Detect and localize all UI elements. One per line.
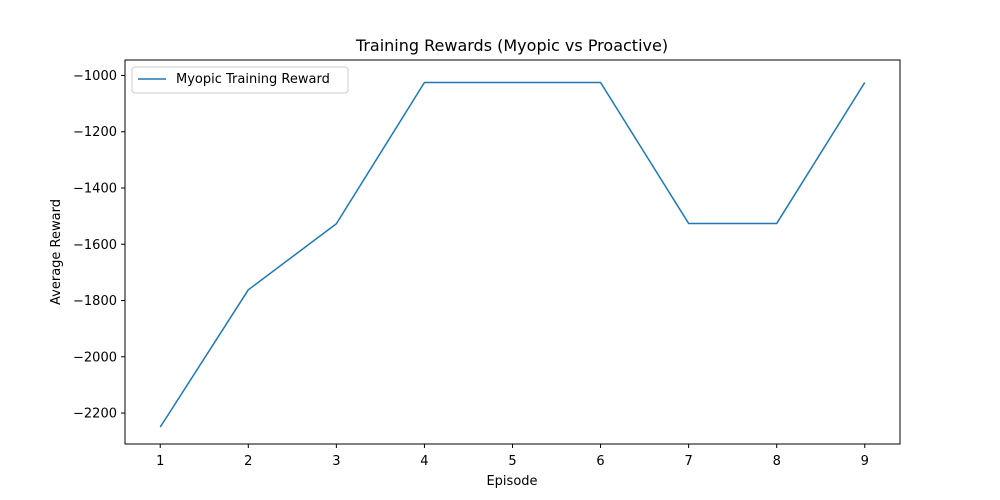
x-tick-label: 5 [508,454,516,469]
y-tick-label: −1800 [73,294,117,309]
x-tick-label: 6 [596,454,604,469]
y-tick-label: −2200 [73,407,117,422]
x-tick-label: 2 [244,454,252,469]
y-tick-label: −1600 [73,238,117,253]
x-tick-label: 9 [861,454,869,469]
x-tick-label: 8 [773,454,781,469]
y-tick-label: −1200 [73,125,117,140]
x-axis-label: Episode [486,474,537,489]
plot-frame [124,59,901,445]
y-tick-label: −1000 [73,69,117,84]
series-line-0 [159,81,866,428]
x-tick-label: 1 [156,454,164,469]
chart-title: Training Rewards (Myopic vs Proactive) [355,36,668,55]
y-axis-label: Average Reward [49,199,64,305]
legend-box [131,66,349,94]
plot-area [159,81,866,428]
legend-label: Myopic Training Reward [176,72,330,87]
x-tick-label: 7 [684,454,692,469]
y-axis: −2200 −2000 −1800 −1600 −1400 −1200 −1000 [73,69,125,422]
y-tick-label: −1400 [73,182,117,197]
legend: Myopic Training Reward [131,66,349,94]
y-tick-label: −2000 [73,350,117,365]
x-axis: 1 2 3 4 5 6 7 8 9 [156,444,869,469]
x-tick-label: 4 [420,454,428,469]
x-tick-label: 3 [332,454,340,469]
